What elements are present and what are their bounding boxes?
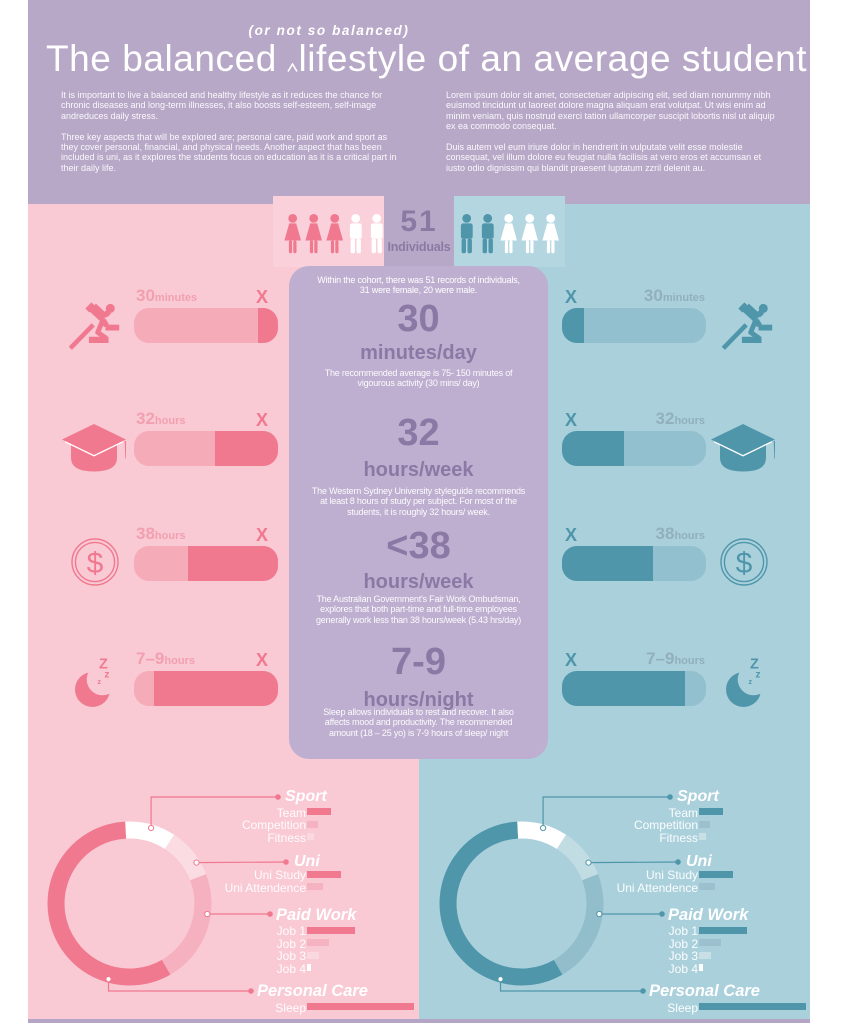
svg-text:z: z: [98, 679, 102, 686]
svg-text:Z: Z: [99, 657, 108, 673]
svg-text:$: $: [736, 547, 753, 580]
svg-text:z: z: [756, 670, 761, 681]
svg-text:z: z: [749, 679, 753, 686]
svg-text:z: z: [105, 670, 110, 681]
svg-text:$: $: [87, 547, 104, 580]
svg-text:Z: Z: [750, 657, 759, 673]
